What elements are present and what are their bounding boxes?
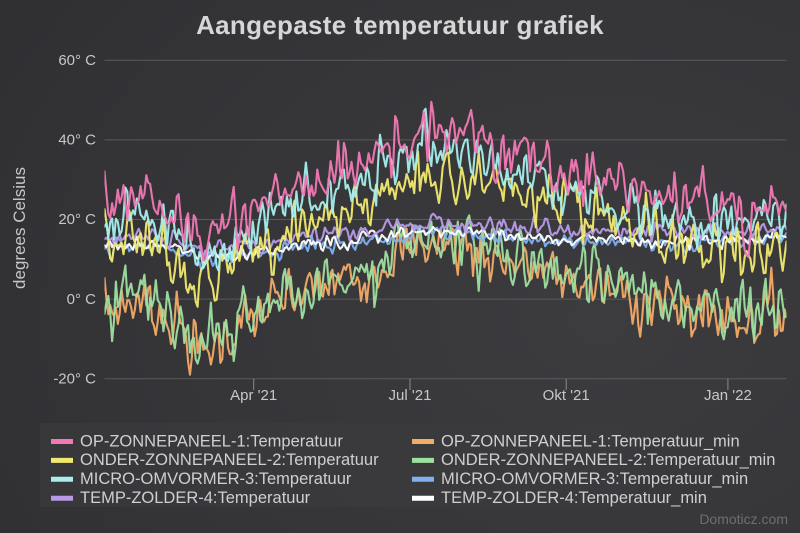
svg-text:degrees Celsius: degrees Celsius	[10, 167, 29, 289]
svg-text:ONDER-ZONNEPANEEL-2:Temperatuu: ONDER-ZONNEPANEEL-2:Temperatuur_min	[441, 451, 775, 469]
svg-text:Jul '21: Jul '21	[389, 387, 432, 404]
svg-text:40° C: 40° C	[58, 132, 96, 149]
svg-text:OP-ZONNEPANEEL-1:Temperatuur: OP-ZONNEPANEEL-1:Temperatuur	[80, 432, 343, 450]
svg-text:OP-ZONNEPANEEL-1:Temperatuur_m: OP-ZONNEPANEEL-1:Temperatuur_min	[441, 432, 740, 450]
svg-text:TEMP-ZOLDER-4:Temperatuur_min: TEMP-ZOLDER-4:Temperatuur_min	[441, 489, 707, 507]
svg-text:MICRO-OMVORMER-3:Temperatuur_m: MICRO-OMVORMER-3:Temperatuur_min	[441, 470, 748, 488]
svg-text:Okt '21: Okt '21	[543, 387, 590, 404]
svg-text:TEMP-ZOLDER-4:Temperatuur: TEMP-ZOLDER-4:Temperatuur	[80, 489, 311, 507]
svg-text:MICRO-OMVORMER-3:Temperatuur: MICRO-OMVORMER-3:Temperatuur	[80, 470, 352, 488]
svg-text:60° C: 60° C	[58, 52, 96, 69]
svg-text:Apr '21: Apr '21	[230, 387, 277, 404]
svg-text:ONDER-ZONNEPANEEL-2:Temperatuu: ONDER-ZONNEPANEEL-2:Temperatuur	[80, 451, 379, 469]
svg-text:20° C: 20° C	[58, 211, 96, 228]
svg-text:-20° C: -20° C	[53, 371, 96, 388]
svg-text:0° C: 0° C	[67, 291, 97, 308]
svg-text:Domoticz.com: Domoticz.com	[699, 511, 788, 527]
svg-text:Jan '22: Jan '22	[704, 387, 752, 404]
